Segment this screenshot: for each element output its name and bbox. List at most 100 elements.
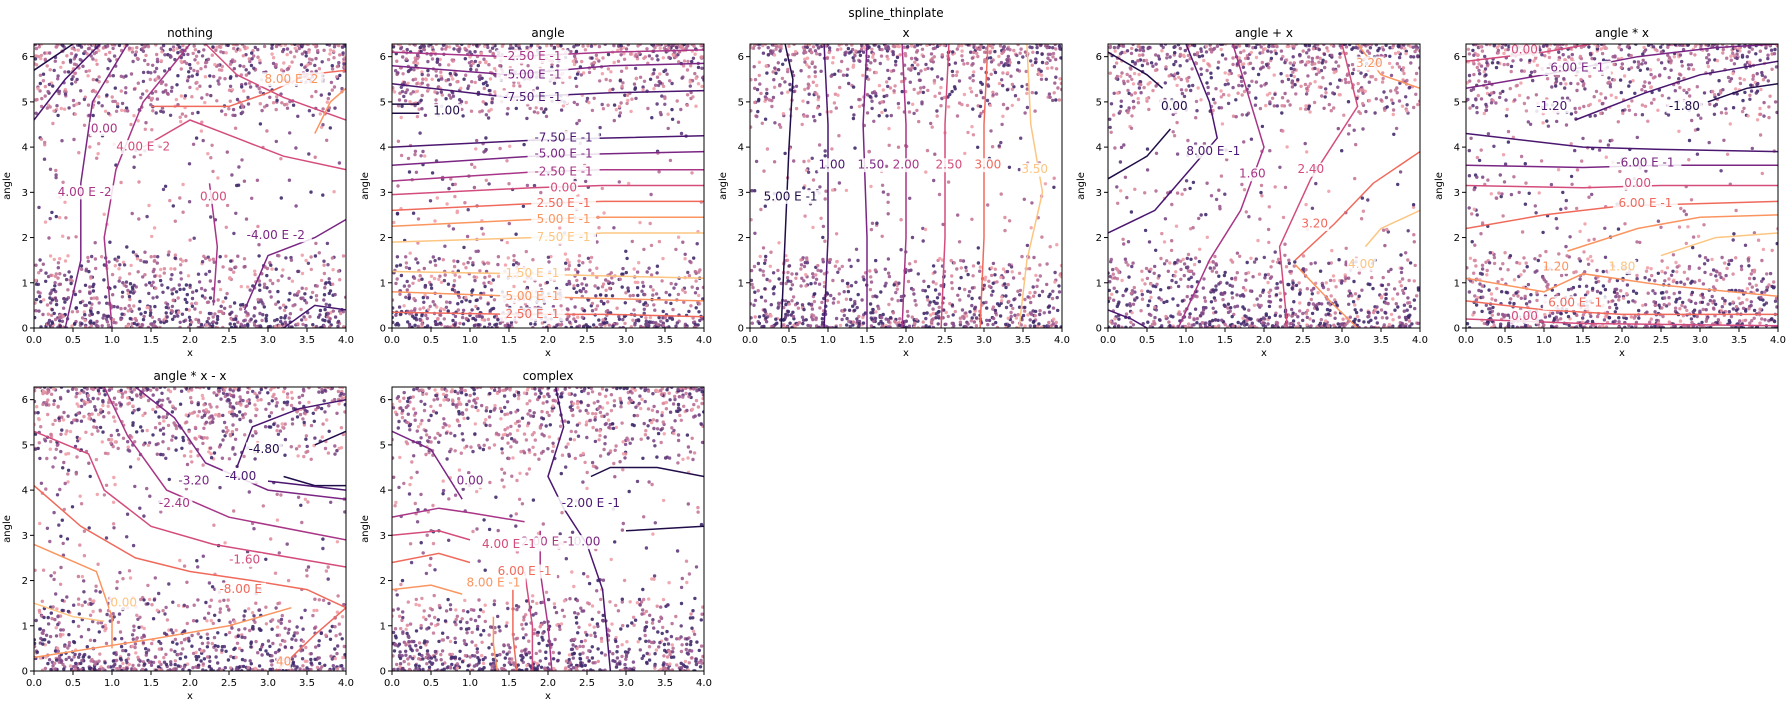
scatter-point: [156, 255, 160, 259]
scatter-point: [242, 257, 247, 261]
scatter-point: [586, 256, 591, 260]
scatter-point: [696, 65, 701, 70]
scatter-point: [422, 300, 426, 304]
scatter-point: [45, 51, 49, 55]
scatter-point: [104, 295, 108, 299]
scatter-point: [800, 303, 805, 307]
scatter-point: [143, 44, 147, 47]
scatter-point: [476, 306, 480, 311]
x-tick-label: 3.0: [260, 335, 276, 346]
scatter-point: [635, 286, 640, 290]
scatter-point: [577, 259, 581, 263]
scatter-point: [612, 44, 616, 48]
scatter-point: [753, 315, 757, 319]
scatter-point: [232, 317, 236, 322]
scatter-point: [505, 112, 509, 116]
scatter-point: [663, 102, 667, 107]
scatter-point: [406, 156, 411, 161]
scatter-point: [89, 296, 94, 301]
scatter-point: [627, 181, 631, 186]
scatter-point: [853, 308, 857, 312]
scatter-point: [757, 315, 762, 319]
y-tick-label: 1: [738, 278, 744, 289]
scatter-point: [89, 54, 93, 58]
scatter-point: [897, 281, 901, 285]
scatter-point: [228, 62, 233, 66]
scatter-point: [561, 104, 566, 108]
scatter-point: [203, 100, 207, 105]
scatter-point: [416, 217, 421, 221]
scatter-point: [84, 69, 88, 74]
scatter-point: [258, 288, 262, 292]
scatter-point: [34, 278, 38, 282]
scatter-point: [407, 322, 412, 327]
scatter-point: [482, 86, 486, 91]
scatter-point: [991, 93, 995, 97]
scatter-point: [213, 62, 217, 67]
scatter-point: [779, 44, 783, 48]
scatter-point: [216, 298, 220, 302]
scatter-point: [1243, 288, 1248, 292]
scatter-point: [647, 324, 651, 328]
scatter-point: [190, 74, 194, 78]
subplot-0: 0.004.00 E -24.00 E -2 0.008.00 E -2-4.00…: [2, 26, 354, 359]
scatter-point: [840, 317, 844, 322]
scatter-point: [70, 324, 74, 328]
scatter-point: [906, 279, 911, 284]
scatter-point: [972, 313, 976, 317]
scatter-point: [872, 44, 876, 47]
scatter-point: [35, 97, 39, 102]
scatter-point: [507, 324, 512, 328]
scatter-point: [320, 60, 324, 64]
scatter-point: [1010, 87, 1015, 92]
scatter-point: [268, 278, 272, 283]
scatter-point: [253, 269, 257, 273]
scatter-point: [314, 69, 318, 74]
scatter-point: [1004, 294, 1008, 298]
scatter-point: [838, 69, 843, 73]
scatter-point: [451, 77, 455, 81]
scatter-point: [262, 282, 267, 286]
scatter-point: [1017, 271, 1022, 275]
scatter-point: [1401, 288, 1405, 293]
scatter-point: [965, 103, 970, 108]
scatter-point: [36, 87, 40, 91]
scatter-point: [989, 293, 994, 297]
scatter-point: [471, 261, 475, 265]
scatter-point: [978, 104, 983, 109]
scatter-point: [1009, 310, 1013, 315]
x-tick-label: 3.5: [657, 335, 673, 346]
scatter-point: [891, 50, 895, 54]
scatter-point: [915, 44, 920, 47]
scatter-point: [807, 302, 811, 306]
scatter-point: [102, 313, 106, 317]
scatter-point: [107, 57, 111, 61]
scatter-point: [679, 107, 683, 112]
scatter-point: [1040, 60, 1045, 65]
scatter-point: [576, 270, 580, 274]
scatter-point: [758, 82, 762, 86]
scatter-point: [936, 314, 940, 318]
scatter-point: [1401, 66, 1406, 70]
scatter-point: [45, 303, 50, 307]
scatter-point: [146, 62, 150, 67]
scatter-point: [771, 324, 775, 328]
scatter-point: [1054, 75, 1058, 79]
scatter-point: [913, 66, 917, 71]
subplot-title: angle: [531, 26, 564, 40]
scatter-point: [580, 307, 584, 311]
scatter-point: [293, 46, 297, 50]
scatter-point: [933, 46, 937, 50]
x-tick-label: 3.5: [1015, 335, 1031, 346]
scatter-point: [887, 325, 891, 328]
scatter-point: [825, 56, 829, 60]
scatter-point: [470, 308, 474, 312]
scatter-point: [433, 219, 437, 223]
scatter-point: [472, 185, 477, 190]
scatter-point: [994, 320, 998, 325]
scatter-point: [337, 61, 341, 65]
scatter-point: [1112, 91, 1116, 96]
scatter-point: [178, 320, 182, 324]
scatter-point: [256, 224, 260, 229]
scatter-point: [998, 314, 1003, 318]
